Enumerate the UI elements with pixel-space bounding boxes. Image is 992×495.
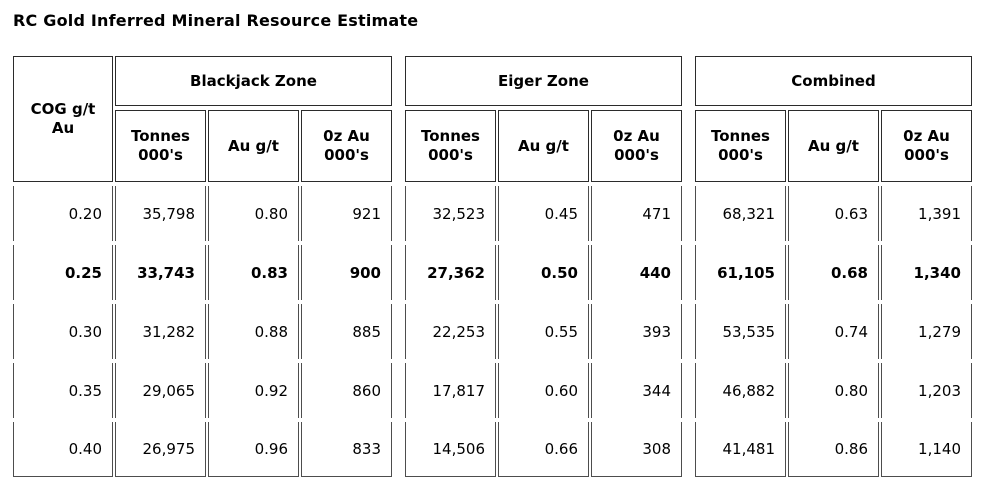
blackjack-zone-group: Blackjack Zone Tonnes 000's Au g/t 0z Au… — [115, 56, 392, 477]
grade-header-cell: Au g/t — [208, 110, 299, 182]
data-cell: 53,535 — [695, 304, 786, 359]
data-cell: 1,203 — [881, 363, 972, 418]
zone-header-cell: Blackjack Zone — [115, 56, 392, 106]
ounces-header-cell: 0z Au 000's — [881, 110, 972, 182]
data-cell: 35,798 — [115, 186, 206, 241]
data-cell: 860 — [301, 363, 392, 418]
data-cell: 1,391 — [881, 186, 972, 241]
data-cell: 0.68 — [788, 245, 879, 300]
data-cell: 26,975 — [115, 422, 206, 477]
data-cell: 393 — [591, 304, 682, 359]
data-cell: 31,282 — [115, 304, 206, 359]
data-cell: 1,279 — [881, 304, 972, 359]
data-cell: 440 — [591, 245, 682, 300]
data-cell: 0.50 — [498, 245, 589, 300]
data-cell: 29,065 — [115, 363, 206, 418]
data-cell: 471 — [591, 186, 682, 241]
zone-header-cell: Eiger Zone — [405, 56, 682, 106]
grade-header-cell: Au g/t — [788, 110, 879, 182]
data-cell: 0.63 — [788, 186, 879, 241]
ounces-header-cell: 0z Au 000's — [591, 110, 682, 182]
data-cell: 22,253 — [405, 304, 496, 359]
cog-value-cell: 0.40 — [13, 422, 113, 477]
cog-value-cell: 0.20 — [13, 186, 113, 241]
cog-header-cell: COG g/t Au — [13, 56, 113, 182]
data-cell: 921 — [301, 186, 392, 241]
data-cell: 0.88 — [208, 304, 299, 359]
data-cell: 0.80 — [788, 363, 879, 418]
data-cell: 0.45 — [498, 186, 589, 241]
data-cell: 0.66 — [498, 422, 589, 477]
data-cell: 68,321 — [695, 186, 786, 241]
cog-value-cell: 0.25 — [13, 245, 113, 300]
data-cell: 344 — [591, 363, 682, 418]
eiger-zone-group: Eiger Zone Tonnes 000's Au g/t 0z Au 000… — [405, 56, 682, 477]
data-cell: 33,743 — [115, 245, 206, 300]
resource-estimate-table: COG g/t Au 0.20 0.25 0.30 0.35 0.40 Blac… — [13, 56, 992, 477]
data-cell: 0.80 — [208, 186, 299, 241]
data-cell: 885 — [301, 304, 392, 359]
page-title: RC Gold Inferred Mineral Resource Estima… — [13, 11, 419, 30]
data-cell: 27,362 — [405, 245, 496, 300]
tonnes-header-cell: Tonnes 000's — [405, 110, 496, 182]
data-cell: 0.83 — [208, 245, 299, 300]
data-cell: 308 — [591, 422, 682, 477]
tonnes-header-cell: Tonnes 000's — [695, 110, 786, 182]
data-cell: 61,105 — [695, 245, 786, 300]
data-cell: 900 — [301, 245, 392, 300]
tonnes-header-cell: Tonnes 000's — [115, 110, 206, 182]
data-cell: 1,140 — [881, 422, 972, 477]
combined-zone-group: Combined Tonnes 000's Au g/t 0z Au 000's… — [695, 56, 972, 477]
data-cell: 14,506 — [405, 422, 496, 477]
grade-header-cell: Au g/t — [498, 110, 589, 182]
data-cell: 46,882 — [695, 363, 786, 418]
ounces-header-cell: 0z Au 000's — [301, 110, 392, 182]
cog-value-cell: 0.30 — [13, 304, 113, 359]
data-cell: 0.74 — [788, 304, 879, 359]
page: RC Gold Inferred Mineral Resource Estima… — [13, 11, 992, 477]
data-cell: 32,523 — [405, 186, 496, 241]
zone-header-cell: Combined — [695, 56, 972, 106]
data-cell: 41,481 — [695, 422, 786, 477]
data-cell: 0.60 — [498, 363, 589, 418]
data-cell: 0.92 — [208, 363, 299, 418]
data-cell: 833 — [301, 422, 392, 477]
data-cell: 0.96 — [208, 422, 299, 477]
cog-value-cell: 0.35 — [13, 363, 113, 418]
cog-column: COG g/t Au 0.20 0.25 0.30 0.35 0.40 — [13, 56, 113, 477]
data-cell: 1,340 — [881, 245, 972, 300]
data-cell: 0.55 — [498, 304, 589, 359]
data-cell: 17,817 — [405, 363, 496, 418]
data-cell: 0.86 — [788, 422, 879, 477]
